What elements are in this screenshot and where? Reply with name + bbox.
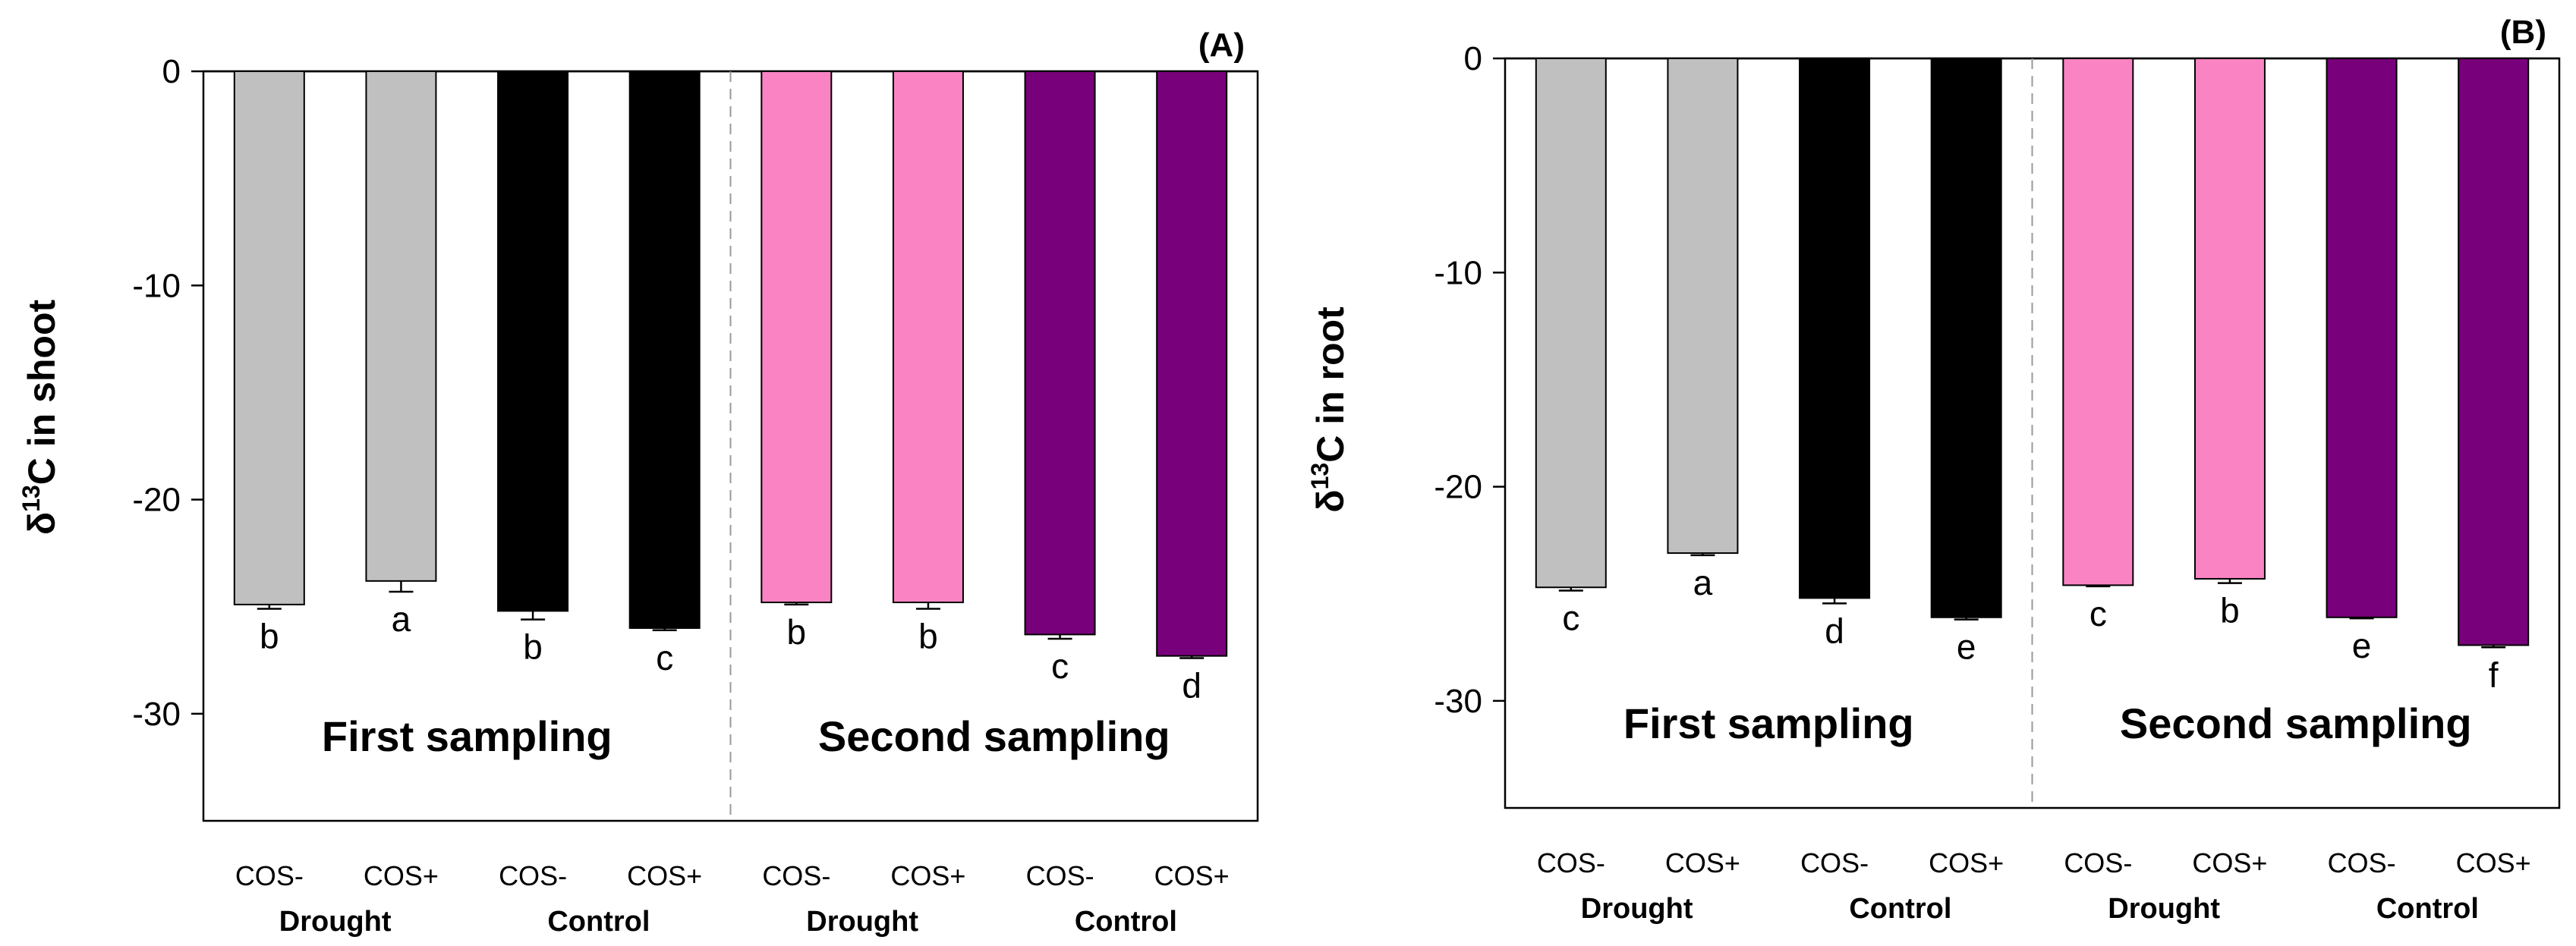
significance-letter: b xyxy=(523,627,543,667)
sampling-label: Second sampling xyxy=(2120,699,2472,747)
significance-letter: b xyxy=(260,617,279,656)
significance-letter: a xyxy=(1693,563,1713,602)
bar xyxy=(892,71,964,604)
group-label: Control xyxy=(1075,906,1177,938)
category-label: COS+ xyxy=(1929,847,2004,878)
panel-label: (A) xyxy=(1198,27,1245,64)
significance-letter: e xyxy=(1957,627,1976,667)
category-label: COS- xyxy=(235,860,304,891)
panel-label: (B) xyxy=(2500,14,2546,51)
category-label: COS- xyxy=(2328,847,2396,878)
y-tick-label: -10 xyxy=(132,267,181,304)
bar xyxy=(2326,58,2398,618)
category-label: COS- xyxy=(1800,847,1869,878)
bar xyxy=(761,71,833,604)
significance-letter: c xyxy=(656,638,673,677)
y-axis-label-suffix: C in root xyxy=(1309,306,1352,463)
y-axis-label-prefix: δ xyxy=(1309,489,1352,512)
significance-letter: f xyxy=(2489,655,2499,694)
group-label: Drought xyxy=(1581,893,1693,925)
significance-letter: b xyxy=(918,617,938,656)
chart-panel-a: 0 -10 -20 -30 b a b c b b c d First sampling Second s… xyxy=(17,27,1259,938)
category-label: COS+ xyxy=(890,860,965,891)
category-label: COS- xyxy=(1537,847,1605,878)
category-label: COS+ xyxy=(1154,860,1230,891)
bar xyxy=(497,71,569,612)
bar xyxy=(2193,58,2266,580)
significance-letter: c xyxy=(1051,646,1069,686)
bar xyxy=(1535,58,1607,589)
category-label: COS+ xyxy=(2192,847,2267,878)
bar xyxy=(365,71,437,582)
category-label: COS- xyxy=(2064,847,2132,878)
chart-panel-b: 0 -10 -20 -30 c a d e c b e f First sampling Second s… xyxy=(1306,14,2561,925)
bar xyxy=(628,71,701,629)
bar xyxy=(1156,71,1228,657)
category-label: COS+ xyxy=(1665,847,1740,878)
y-tick-label: 0 xyxy=(1464,40,1482,77)
group-label: Control xyxy=(2376,893,2479,925)
group-label: Drought xyxy=(279,906,392,938)
group-label: Drought xyxy=(806,906,918,938)
bar xyxy=(1024,71,1096,636)
significance-letter: b xyxy=(2220,591,2240,630)
y-tick-label: -10 xyxy=(1434,254,1482,291)
bar xyxy=(1667,58,1739,555)
category-label: COS- xyxy=(762,860,830,891)
y-tick-label: -20 xyxy=(1434,469,1482,506)
sampling-label: First sampling xyxy=(322,712,613,760)
bar xyxy=(233,71,305,605)
sampling-label: First sampling xyxy=(1623,699,1914,747)
bar xyxy=(2458,58,2530,646)
category-label: COS+ xyxy=(2456,847,2531,878)
significance-letter: b xyxy=(787,612,807,652)
category-label: COS- xyxy=(1026,860,1094,891)
significance-letter: d xyxy=(1182,665,1201,705)
group-label: Drought xyxy=(2108,893,2220,925)
y-tick-label: 0 xyxy=(162,53,181,90)
y-axis-label: δ13C in root xyxy=(1306,306,1352,513)
y-tick-label: -30 xyxy=(1434,683,1482,720)
y-tick-label: -20 xyxy=(132,482,181,519)
sampling-label: Second sampling xyxy=(818,712,1170,760)
significance-letter: c xyxy=(2089,594,2107,633)
y-axis-label-sup: 13 xyxy=(17,485,45,512)
bar xyxy=(1799,58,1871,599)
significance-letter: d xyxy=(1825,611,1844,650)
category-label: COS+ xyxy=(627,860,702,891)
y-axis-label-suffix: C in shoot xyxy=(20,299,63,485)
category-label: COS- xyxy=(499,860,567,891)
group-label: Control xyxy=(1849,893,1951,925)
group-label: Control xyxy=(547,906,650,938)
bar xyxy=(1930,58,2002,618)
significance-letter: e xyxy=(2352,626,2372,665)
y-axis-label-sup: 13 xyxy=(1306,463,1334,490)
category-label: COS+ xyxy=(364,860,439,891)
bar xyxy=(2062,58,2134,586)
y-axis-label-prefix: δ xyxy=(20,512,63,535)
significance-letter: c xyxy=(1562,598,1579,637)
significance-letter: a xyxy=(392,599,411,639)
y-axis-label: δ13C in shoot xyxy=(17,299,63,535)
y-tick-label: -30 xyxy=(132,696,181,733)
